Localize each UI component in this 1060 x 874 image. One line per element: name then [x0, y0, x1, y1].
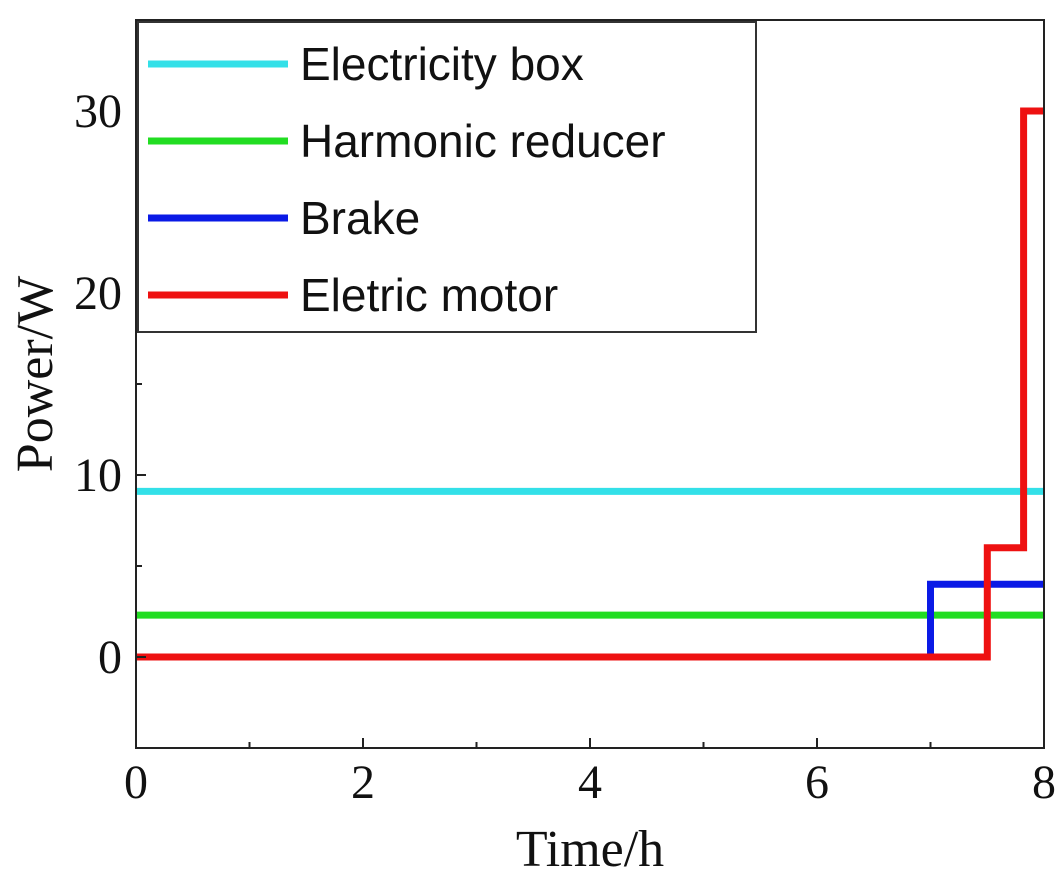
y-tick-label: 10: [74, 449, 122, 502]
x-tick-label: 6: [805, 756, 829, 809]
x-tick-label: 8: [1032, 756, 1056, 809]
x-tick-label: 2: [351, 756, 375, 809]
y-tick-label: 30: [74, 85, 122, 138]
x-axis-title: Time/h: [516, 821, 664, 874]
legend-box: [137, 21, 757, 333]
y-axis-title: Power/W: [7, 276, 64, 472]
y-tick-label: 20: [74, 267, 122, 320]
legend-label-2: Brake: [300, 192, 420, 244]
series-line-3: [136, 107, 1044, 661]
legend: Electricity box Harmonic reducer Brake Elet…: [137, 21, 757, 333]
x-tick-label: 4: [578, 756, 602, 809]
series-layer: [136, 107, 1044, 661]
legend-label-1: Harmonic reducer: [300, 115, 666, 167]
series-line-2: [136, 580, 1044, 661]
y-tick-label: 0: [98, 631, 122, 684]
legend-label-0: Electricity box: [300, 38, 584, 90]
ticks-layer: 0 2 4 6 8 0 10 20 30: [74, 19, 1056, 809]
legend-label-3: Eletric motor: [300, 269, 558, 321]
x-tick-label: 0: [124, 756, 148, 809]
